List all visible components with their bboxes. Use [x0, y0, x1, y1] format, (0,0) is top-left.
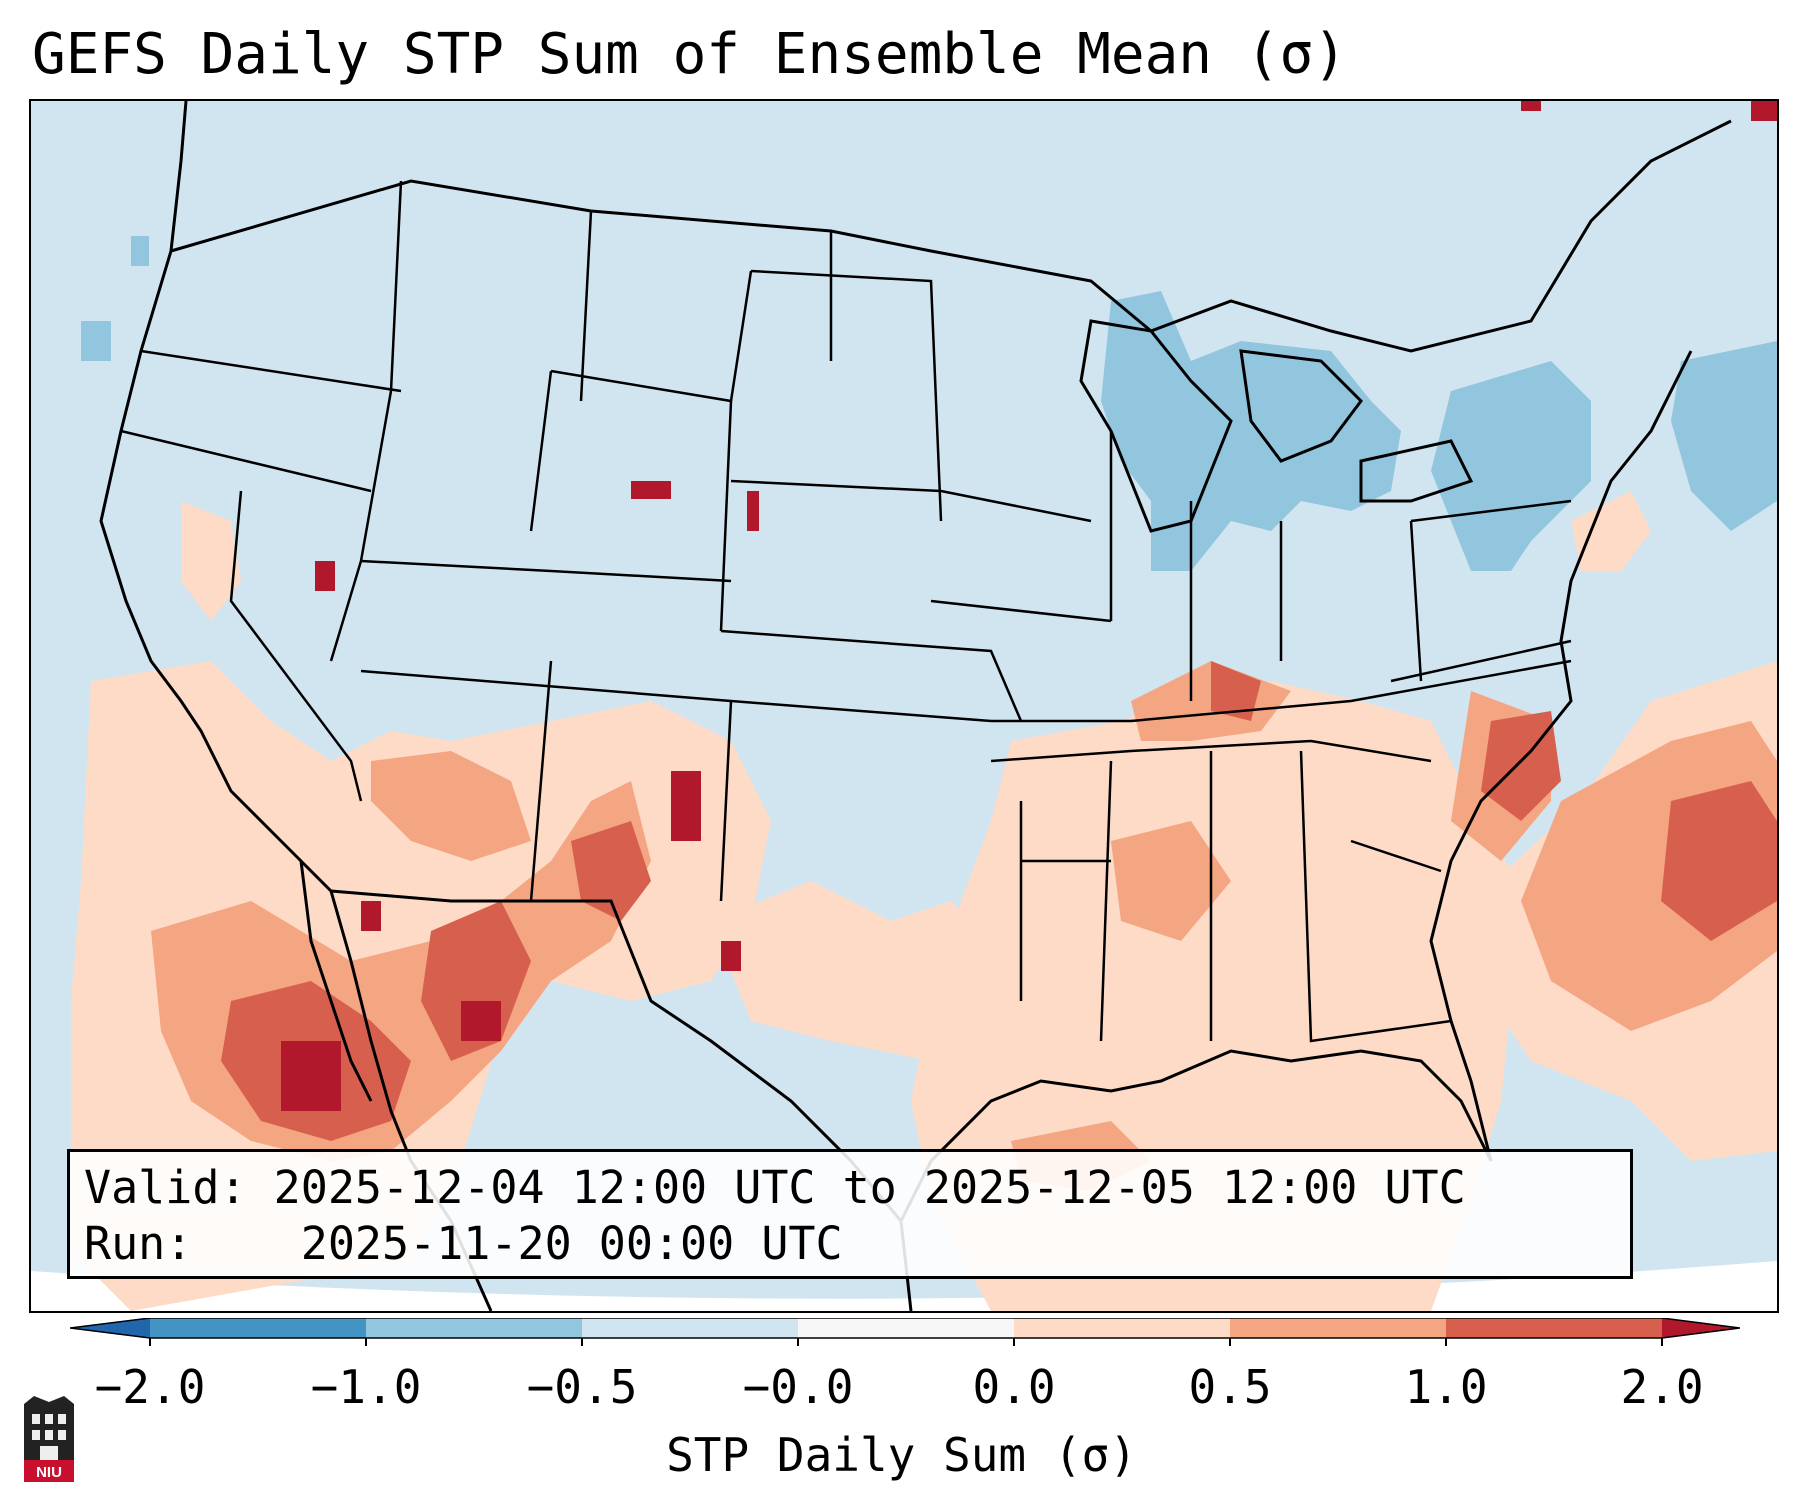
state-line [991, 659, 1572, 723]
colorbar-tick-label: 0.5 [1188, 1360, 1272, 1414]
colorbar-bin [582, 1318, 798, 1338]
colorbar-tick-label: 1.0 [1404, 1360, 1488, 1414]
valid-label: Valid: [84, 1161, 247, 1214]
extreme-cell [1521, 101, 1541, 111]
mexico-border [330, 889, 903, 1222]
extreme-cell [361, 901, 381, 931]
newengland-light-positive [1571, 491, 1651, 571]
colorbar-tick-label: 0.0 [972, 1360, 1056, 1414]
state-line [990, 739, 1432, 763]
atlantic-negative [1671, 341, 1777, 531]
extreme-cell [721, 941, 741, 971]
colorbar-bin [150, 1318, 366, 1338]
colorbar-bin [798, 1318, 1014, 1338]
colorbar-extend-high [1662, 1318, 1740, 1338]
colorbar-tick-label: −1.0 [310, 1360, 422, 1414]
west-coastline [99, 101, 333, 893]
california-light-positive [181, 501, 241, 621]
state-lines [120, 180, 1572, 1043]
colorbar-bin [1230, 1318, 1446, 1338]
state-line [529, 370, 553, 532]
colorbar-tick-label: 2.0 [1620, 1360, 1704, 1414]
colorbar [70, 1318, 1740, 1346]
state-line [229, 490, 363, 802]
run-label: Run: [84, 1217, 193, 1270]
colorbar-extend-low [70, 1318, 150, 1338]
extreme-positive-areas [281, 101, 1777, 1111]
state-line [1390, 639, 1572, 683]
colorbar-bin [1446, 1318, 1662, 1338]
extreme-cell [747, 491, 759, 531]
state-line [720, 629, 1023, 722]
run-value: 2025-11-20 00:00 UTC [300, 1217, 843, 1270]
extreme-cell [1751, 101, 1777, 121]
extreme-cell [461, 1001, 501, 1041]
state-line [329, 180, 403, 662]
colorbar-tick-label: −0.5 [526, 1360, 638, 1414]
state-line [1410, 499, 1572, 523]
new-mexico-strong-positive [571, 821, 651, 921]
colorbar-bin [1014, 1318, 1230, 1338]
state-line [1350, 839, 1442, 873]
northeast-negative [1431, 361, 1591, 571]
boundaries [99, 101, 1732, 1311]
state-line [750, 269, 943, 522]
extreme-cell [281, 1041, 341, 1111]
colorbar-tick-label: −2.0 [94, 1360, 206, 1414]
east-coastline [1429, 350, 1693, 1162]
state-line [719, 400, 733, 632]
colorbar-bin [366, 1318, 582, 1338]
state-line [579, 210, 593, 402]
state-line [360, 559, 732, 583]
state-line [140, 349, 402, 393]
colorbar-tick-label: −0.0 [742, 1360, 854, 1414]
state-line [719, 700, 733, 902]
lake-erie-outline [1359, 439, 1474, 503]
state-line [1409, 520, 1423, 682]
logo-text: NIU [36, 1464, 62, 1481]
pacific-negative-patch [81, 321, 111, 361]
map-panel [29, 99, 1779, 1313]
pacific-negative-patch [131, 236, 149, 266]
extreme-cell [631, 481, 671, 499]
state-line [529, 660, 553, 902]
niu-logo-icon: NIU [24, 1396, 74, 1482]
arizona-mid-positive [371, 751, 531, 861]
state-line [1299, 750, 1452, 1043]
info-box: Valid: 2025-12-04 12:00 UTC to 2025-12-0… [67, 1149, 1633, 1279]
map-title: GEFS Daily STP Sum of Ensemble Mean (σ) [32, 22, 1347, 87]
state-line [930, 599, 1112, 623]
baja-coast [299, 860, 373, 1102]
valid-value: 2025-12-04 12:00 UTC to 2025-12-05 12:00… [273, 1161, 1466, 1214]
texas-light-positive [711, 881, 1031, 1061]
sierra-madre-strong-positive [421, 901, 531, 1061]
kentucky-strong-positive [1211, 661, 1261, 721]
lake-huron-outline [1239, 349, 1363, 463]
atlantic-strong-positive [1661, 781, 1777, 941]
extreme-cell [671, 771, 701, 841]
state-line [120, 429, 372, 493]
extreme-cell [315, 561, 335, 591]
colorbar-label: STP Daily Sum (σ) [666, 1428, 1137, 1482]
state-line [1099, 760, 1113, 1042]
state-line [730, 479, 1092, 523]
north-border [170, 119, 1732, 353]
mississippi-mid-positive [1111, 821, 1231, 941]
map-canvas [31, 101, 1777, 1311]
